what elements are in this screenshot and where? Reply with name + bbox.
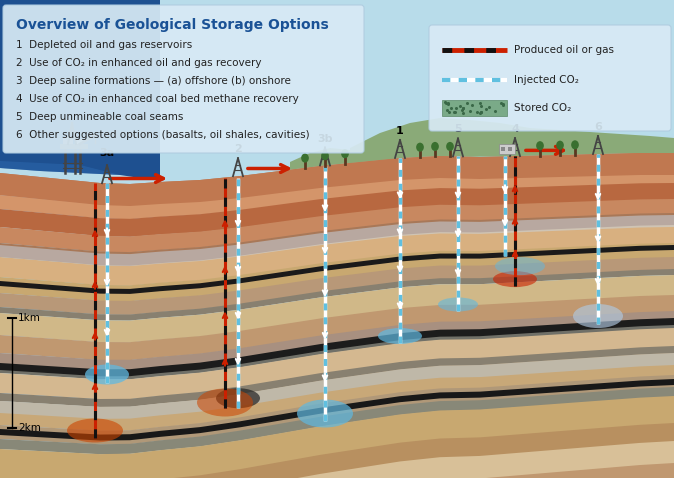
Polygon shape	[0, 353, 674, 419]
Text: 5: 5	[454, 124, 462, 134]
Polygon shape	[0, 153, 674, 206]
Polygon shape	[0, 243, 674, 301]
Bar	[442, 100, 507, 116]
Polygon shape	[0, 441, 674, 478]
Polygon shape	[350, 118, 674, 163]
Polygon shape	[0, 321, 674, 380]
Polygon shape	[0, 257, 674, 315]
Ellipse shape	[67, 419, 123, 443]
Ellipse shape	[321, 151, 329, 160]
Text: 2  Use of CO₂ in enhanced oil and gas recovery: 2 Use of CO₂ in enhanced oil and gas rec…	[16, 58, 262, 68]
Polygon shape	[0, 215, 674, 266]
Polygon shape	[0, 161, 120, 175]
Text: 1  Depleted oil and gas reservoirs: 1 Depleted oil and gas reservoirs	[16, 40, 192, 50]
Polygon shape	[0, 423, 674, 478]
Text: 1: 1	[396, 126, 404, 136]
Bar	[508, 147, 512, 152]
Text: 1km: 1km	[18, 313, 41, 323]
Ellipse shape	[297, 400, 353, 427]
Ellipse shape	[536, 141, 544, 150]
Bar	[75, 139, 83, 144]
Polygon shape	[0, 213, 674, 266]
Text: 4  Use of CO₂ in enhanced coal bed methane recovery: 4 Use of CO₂ in enhanced coal bed methan…	[16, 94, 299, 104]
Text: 4: 4	[511, 124, 519, 134]
Text: Overview of Geological Storage Options: Overview of Geological Storage Options	[16, 18, 329, 32]
Polygon shape	[0, 328, 674, 399]
Bar	[63, 137, 73, 144]
Ellipse shape	[431, 142, 439, 151]
Polygon shape	[0, 311, 674, 372]
Polygon shape	[0, 396, 674, 478]
Text: 6: 6	[594, 122, 602, 132]
Ellipse shape	[341, 149, 349, 158]
Ellipse shape	[573, 304, 623, 328]
Text: 2km: 2km	[18, 423, 41, 433]
Ellipse shape	[85, 365, 129, 384]
Ellipse shape	[197, 389, 253, 416]
Text: Injected CO₂: Injected CO₂	[514, 75, 579, 85]
Text: 2: 2	[234, 144, 242, 154]
Bar	[60, 144, 88, 149]
Polygon shape	[0, 375, 674, 445]
Polygon shape	[0, 153, 674, 206]
Polygon shape	[0, 0, 160, 180]
Ellipse shape	[216, 388, 260, 408]
Ellipse shape	[378, 328, 422, 344]
Bar	[499, 144, 515, 154]
Text: 3a: 3a	[100, 148, 115, 158]
Text: 6  Other suggested options (basalts, oil shales, cavities): 6 Other suggested options (basalts, oil …	[16, 130, 309, 140]
Bar	[501, 147, 505, 152]
Text: 5  Deep unmineable coal seams: 5 Deep unmineable coal seams	[16, 112, 183, 122]
Ellipse shape	[446, 142, 454, 151]
Polygon shape	[0, 171, 674, 219]
Polygon shape	[0, 346, 674, 407]
Ellipse shape	[571, 140, 579, 150]
Ellipse shape	[438, 297, 478, 312]
FancyBboxPatch shape	[3, 5, 364, 153]
Polygon shape	[0, 269, 674, 321]
Polygon shape	[0, 183, 674, 237]
Ellipse shape	[556, 141, 564, 150]
Ellipse shape	[495, 257, 545, 275]
Polygon shape	[0, 0, 674, 184]
Polygon shape	[0, 199, 674, 252]
Ellipse shape	[493, 271, 537, 287]
Ellipse shape	[301, 153, 309, 163]
Text: Stored CO₂: Stored CO₂	[514, 103, 572, 113]
Polygon shape	[0, 353, 674, 431]
Polygon shape	[0, 245, 674, 294]
Text: Produced oil or gas: Produced oil or gas	[514, 45, 614, 55]
Polygon shape	[0, 225, 674, 286]
Polygon shape	[0, 318, 674, 376]
FancyBboxPatch shape	[429, 25, 671, 131]
Text: 3b: 3b	[317, 133, 333, 143]
Text: 3  Deep saline formations — (a) offshore (b) onshore: 3 Deep saline formations — (a) offshore …	[16, 76, 291, 86]
Polygon shape	[0, 463, 674, 478]
Polygon shape	[0, 387, 674, 454]
Ellipse shape	[416, 142, 424, 152]
Polygon shape	[290, 148, 390, 170]
Polygon shape	[0, 295, 674, 360]
Polygon shape	[0, 275, 674, 343]
Polygon shape	[0, 379, 674, 441]
